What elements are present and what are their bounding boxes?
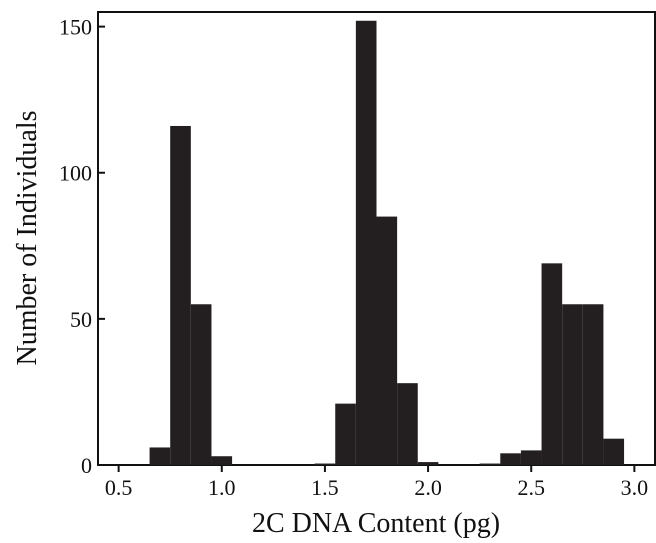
x-axis-ticks: 0.5 1.0 1.5 2.0 2.5 3.0	[105, 465, 648, 500]
histogram-bar-3	[211, 456, 233, 465]
histogram-bar-4	[314, 463, 336, 465]
histogram-bar-15	[582, 304, 604, 465]
histogram-bar-9	[417, 462, 439, 465]
histogram-bar-6	[355, 20, 377, 466]
histogram-bar-10	[479, 463, 501, 465]
x-tick-label-2: 1.5	[311, 475, 339, 500]
bars-group	[149, 20, 625, 466]
y-tick-label-1: 50	[70, 307, 92, 332]
x-tick-label-5: 3.0	[621, 475, 649, 500]
histogram-bar-12	[520, 450, 542, 465]
x-tick-label-4: 2.5	[517, 475, 545, 500]
x-tick-label-1: 1.0	[208, 475, 236, 500]
y-tick-label-0: 0	[81, 453, 92, 478]
histogram-bar-13	[541, 263, 563, 465]
x-axis-title: 2C DNA Content (pg)	[252, 508, 500, 539]
histogram-bar-1	[170, 125, 191, 465]
histogram-bar-0	[149, 447, 171, 465]
y-tick-label-3: 150	[59, 15, 92, 40]
y-axis-title: Number of Individuals	[12, 110, 43, 365]
y-axis-ticks: 0 50 100 150	[59, 15, 105, 478]
histogram-bar-14	[562, 304, 583, 465]
histogram-bar-5	[335, 403, 356, 465]
y-tick-label-2: 100	[59, 161, 92, 186]
histogram-bar-16	[603, 438, 625, 465]
x-tick-label-0: 0.5	[105, 475, 133, 500]
histogram-bar-11	[500, 453, 521, 465]
histogram-bar-7	[376, 216, 398, 465]
histogram-bar-8	[397, 383, 418, 465]
x-tick-label-3: 2.0	[414, 475, 442, 500]
histogram-bar-2	[190, 304, 212, 465]
